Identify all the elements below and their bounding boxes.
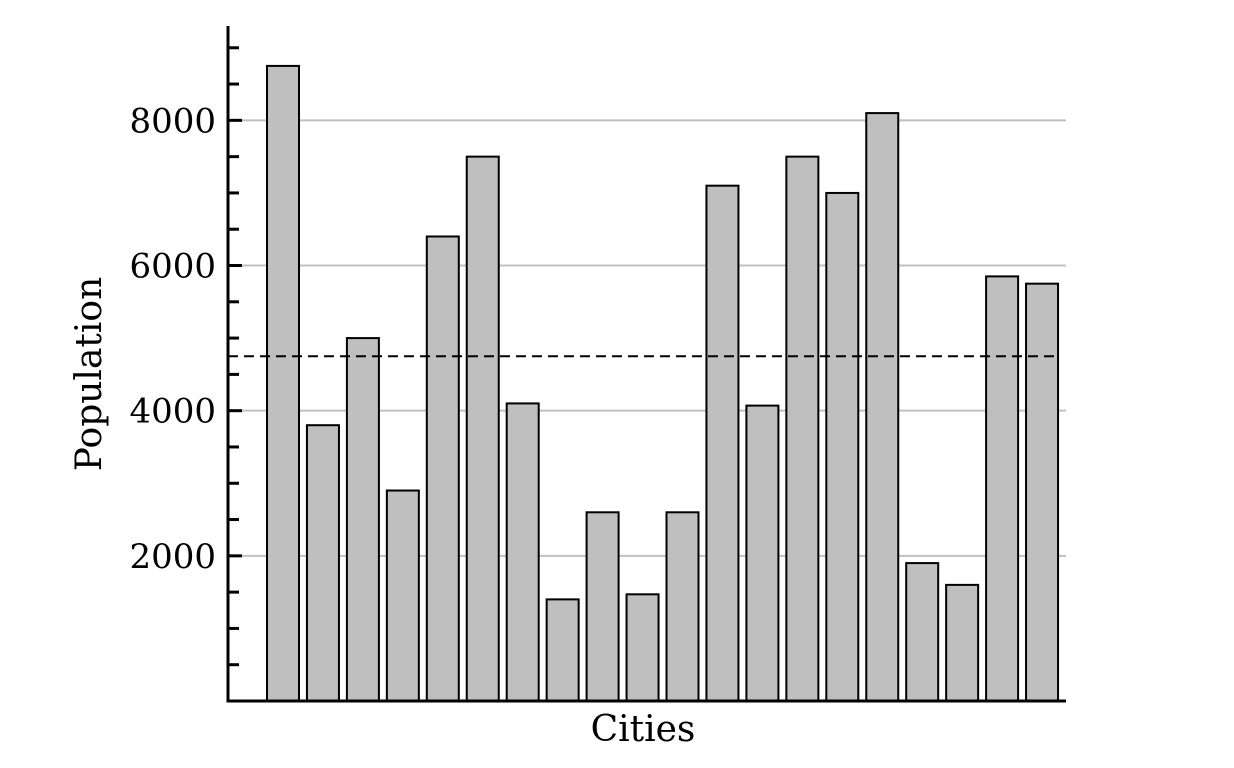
bar-18 bbox=[945, 583, 980, 703]
axes bbox=[226, 26, 1066, 703]
bar-14 bbox=[785, 155, 820, 703]
bar-16 bbox=[865, 112, 900, 702]
y-axis-label: Population bbox=[69, 277, 110, 471]
y-tick-label-8000: 8000 bbox=[129, 101, 216, 141]
bar-8 bbox=[545, 598, 580, 702]
bar-2 bbox=[305, 424, 340, 702]
y-tick-label-4000: 4000 bbox=[129, 392, 216, 432]
bar-6 bbox=[465, 155, 500, 703]
y-tick-label-2000: 2000 bbox=[129, 537, 216, 577]
bar-15 bbox=[825, 191, 860, 702]
bars bbox=[266, 64, 1060, 703]
bar-17 bbox=[905, 562, 940, 703]
bar-12 bbox=[705, 184, 740, 702]
bar-5 bbox=[425, 235, 460, 703]
y-ticks: 2000 4000 6000 8000 bbox=[129, 46, 242, 667]
bar-20 bbox=[1025, 282, 1060, 702]
bar-4 bbox=[385, 489, 420, 703]
bar-13 bbox=[745, 404, 780, 702]
bar-1 bbox=[266, 64, 300, 702]
bar-10 bbox=[625, 593, 660, 703]
bar-7 bbox=[505, 402, 540, 702]
bar-3 bbox=[345, 337, 380, 702]
bar-19 bbox=[985, 275, 1020, 702]
bar-9 bbox=[585, 511, 620, 703]
x-axis-label: Cities bbox=[591, 709, 696, 750]
bar-11 bbox=[665, 511, 700, 703]
y-tick-label-6000: 6000 bbox=[129, 247, 216, 287]
